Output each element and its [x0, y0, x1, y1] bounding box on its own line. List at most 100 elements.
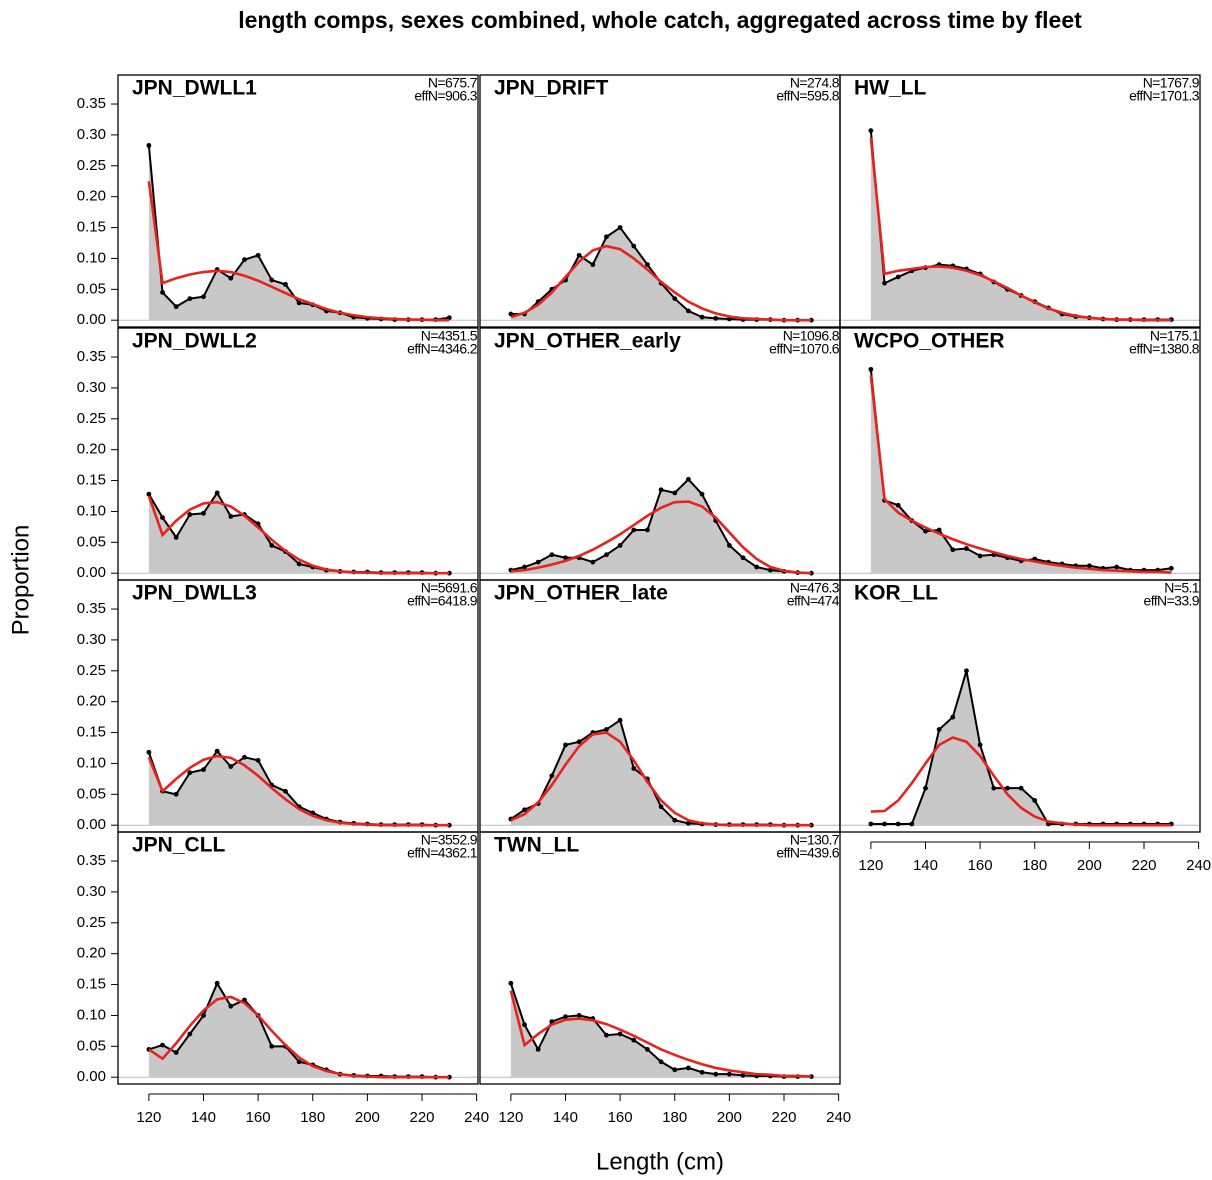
- point: [508, 311, 514, 317]
- area: [510, 983, 812, 1078]
- y-tick-label: 0.25: [77, 410, 106, 427]
- point: [645, 1047, 650, 1052]
- y-tick-label: 0.20: [77, 693, 106, 710]
- point: [767, 567, 773, 573]
- point: [228, 1003, 234, 1009]
- y-tick-label: 0.30: [77, 883, 106, 900]
- y-tick-label: 0.30: [77, 379, 106, 396]
- panel-frame: [117, 831, 479, 1085]
- y-tick-label: 0.25: [77, 914, 106, 931]
- y-tick-label: 0.15: [77, 472, 106, 489]
- point: [255, 757, 261, 763]
- point: [187, 296, 193, 301]
- point: [549, 552, 555, 558]
- point: [868, 128, 874, 133]
- x-tick-label: 140: [553, 1109, 578, 1126]
- point: [713, 315, 719, 321]
- point: [146, 143, 152, 148]
- point: [631, 527, 637, 533]
- y-tick-label: 0.15: [77, 724, 106, 741]
- y-tick-label: 0.10: [77, 754, 106, 771]
- point: [672, 817, 678, 823]
- point: [754, 564, 760, 570]
- point: [617, 543, 623, 548]
- annotation: effN=1701.3: [1129, 88, 1200, 104]
- plot-area: [508, 980, 814, 1079]
- area: [870, 130, 1172, 321]
- point: [672, 490, 678, 496]
- point: [882, 280, 887, 286]
- panel-title: TWN_LL: [494, 834, 579, 857]
- point: [950, 547, 956, 553]
- x-tick-label: 240: [826, 1109, 851, 1126]
- annotation: N=175.1: [1150, 328, 1200, 344]
- plot-area: [146, 143, 452, 322]
- point: [173, 791, 179, 797]
- chart-title: length comps, sexes combined, whole catc…: [238, 7, 1082, 33]
- point: [895, 821, 901, 827]
- line: [869, 137, 1172, 322]
- annotation: N=5691.6: [421, 580, 478, 596]
- area: [510, 720, 812, 826]
- point: [1114, 564, 1120, 570]
- y-tick-label: 0.00: [77, 311, 106, 328]
- line: [510, 244, 812, 322]
- x-tick-label: 220: [771, 1109, 796, 1126]
- annotation: effN=33.9: [1144, 593, 1200, 609]
- point: [604, 234, 609, 240]
- area: [148, 751, 450, 826]
- y-tick-label: 0.20: [77, 945, 106, 962]
- annotation: effN=1070.6: [769, 341, 840, 357]
- point: [868, 821, 874, 827]
- x-axis-label: Length (cm): [596, 1148, 724, 1175]
- annotation: effN=906.3: [414, 88, 477, 104]
- point: [658, 487, 664, 493]
- point: [1086, 563, 1092, 569]
- point: [604, 552, 609, 558]
- point: [726, 1071, 732, 1077]
- point: [631, 243, 637, 249]
- line: [147, 181, 450, 322]
- x-tick-label: 180: [662, 1109, 687, 1126]
- x-tick-label: 160: [968, 857, 993, 874]
- point: [242, 754, 247, 760]
- panel-frame: [839, 579, 1201, 833]
- point: [187, 512, 193, 517]
- point: [187, 1031, 193, 1037]
- x-tick-label: 140: [191, 1109, 216, 1126]
- point: [549, 1019, 555, 1025]
- point: [631, 765, 637, 771]
- annotation: N=130.7: [790, 832, 840, 848]
- point: [173, 534, 179, 540]
- point: [508, 980, 514, 986]
- point: [672, 296, 678, 301]
- point: [1032, 798, 1038, 803]
- area: [148, 983, 450, 1078]
- annotation: N=3552.9: [421, 832, 478, 848]
- panel-frame: [117, 74, 479, 328]
- y-tick-label: 0.35: [77, 852, 106, 869]
- point: [160, 1042, 165, 1048]
- y-tick-label: 0.25: [77, 662, 106, 679]
- point: [699, 314, 705, 320]
- x-tick-label: 240: [1186, 857, 1211, 874]
- plot-area: [868, 128, 1174, 322]
- line: [869, 375, 1172, 574]
- point: [699, 491, 705, 497]
- point: [699, 1069, 705, 1075]
- y-tick-label: 0.05: [77, 785, 106, 802]
- panel-title: JPN_OTHER_late: [494, 582, 668, 605]
- area: [148, 145, 450, 321]
- annotation: effN=439.6: [776, 845, 839, 861]
- point: [977, 742, 983, 748]
- point: [563, 742, 568, 748]
- y-axis-label: Proportion: [7, 525, 34, 636]
- line: [509, 990, 812, 1078]
- line: [147, 495, 450, 575]
